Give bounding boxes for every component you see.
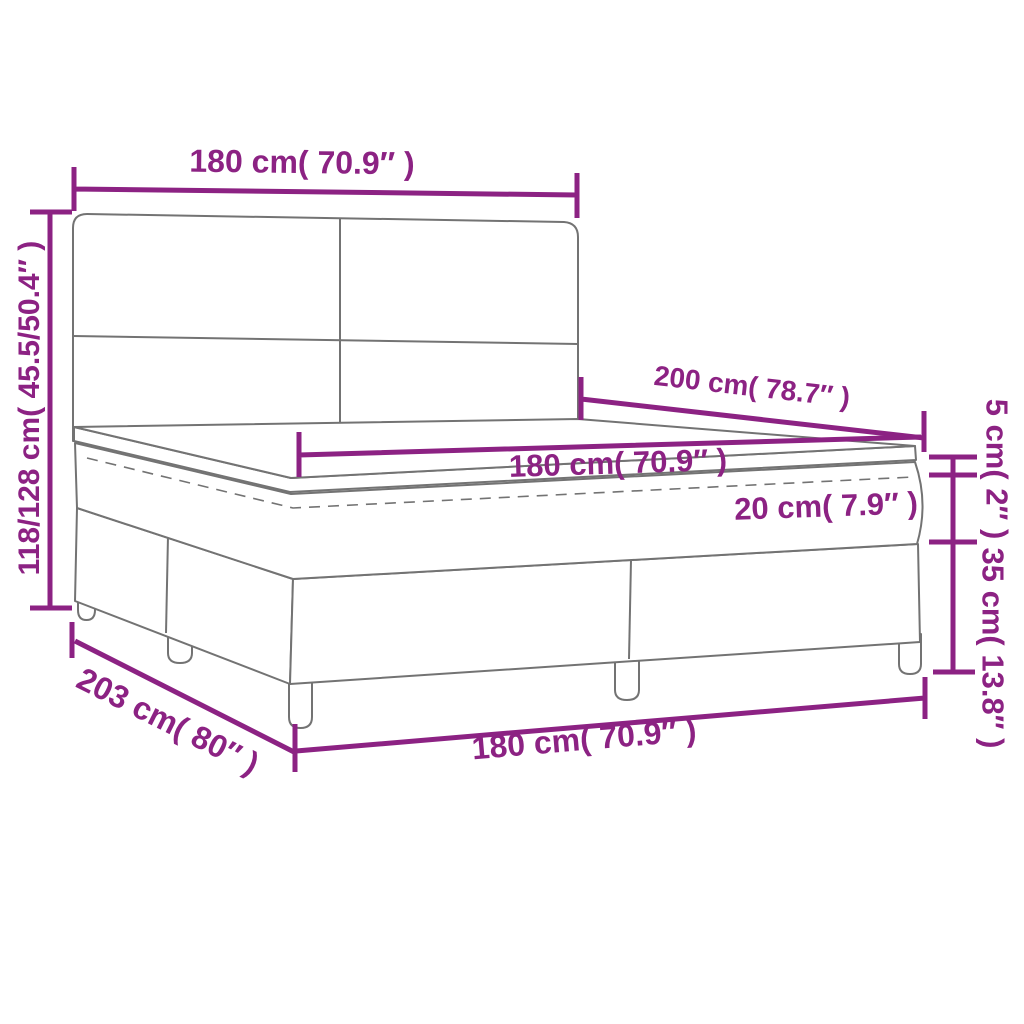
base-left-divider xyxy=(165,535,169,634)
label-headboard-width: 180 cm( 70.9″ ) xyxy=(189,142,415,182)
bed-leg xyxy=(288,681,313,729)
label-topper-height: 5 cm( 2″ ) xyxy=(979,398,1015,540)
dim-bed-length-line xyxy=(578,377,927,452)
label-mattress-width: 180 cm( 70.9″ ) xyxy=(508,442,728,484)
dim-bed-height-line xyxy=(30,209,72,611)
label-mattress-height: 20 cm( 7.9″ ) xyxy=(733,485,919,527)
bed-drawing xyxy=(72,213,924,729)
label-bed-height: 118/128 cm( 45.5/50.4″ ) xyxy=(13,240,46,576)
headboard-divider-horizontal xyxy=(72,335,579,345)
mattress-body xyxy=(74,442,924,580)
dim-right-height-stack xyxy=(929,454,977,675)
dim-base-width-line xyxy=(295,677,928,754)
base-front-divider xyxy=(628,559,632,660)
mattress-zipper-seam xyxy=(86,457,914,509)
dimension-lines xyxy=(30,167,977,772)
bed-leg xyxy=(614,656,640,701)
dim-mattress-width-line xyxy=(296,432,922,477)
dim-frame-length-line xyxy=(69,622,298,772)
label-base-height: 35 cm( 13.8″ ) xyxy=(975,547,1011,749)
headboard-panel xyxy=(72,213,579,450)
dim-headboard-width-line xyxy=(71,167,580,218)
